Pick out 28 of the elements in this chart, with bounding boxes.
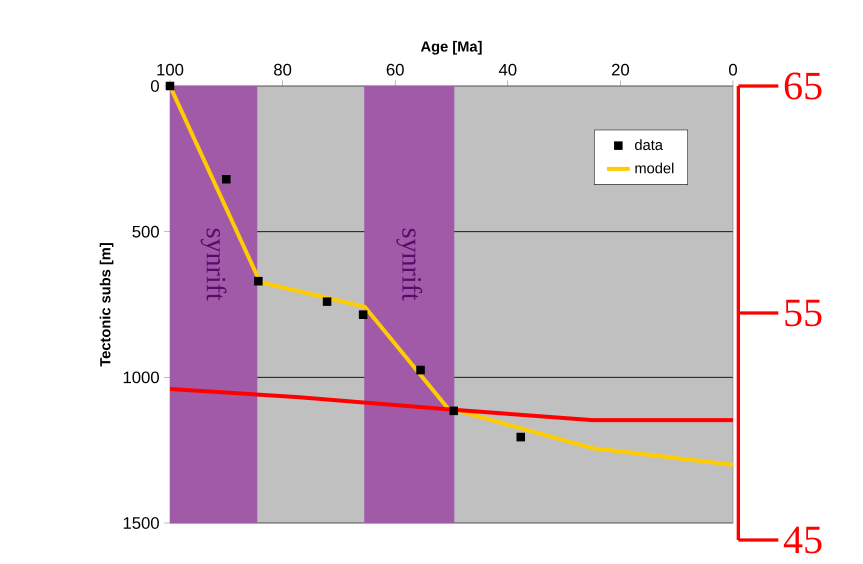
x-axis-title: Age [Ma] — [420, 40, 482, 55]
point — [166, 82, 174, 90]
legend-label: data — [635, 139, 663, 150]
y-tick-label: 0 — [150, 80, 159, 92]
x-tick-label: 40 — [498, 64, 516, 76]
point — [516, 432, 526, 442]
x-tick-label: 0 — [729, 64, 737, 76]
x-tick-label: 80 — [274, 64, 292, 76]
y-tick-label: 1000 — [124, 371, 159, 384]
point — [358, 310, 368, 319]
point — [322, 297, 332, 306]
x-tick-label: 20 — [612, 64, 630, 76]
legend-label: model — [635, 162, 674, 174]
point — [254, 276, 263, 286]
y-tick-label: 500 — [132, 226, 159, 238]
y-tick-label: 1500 — [124, 517, 159, 529]
line-series — [170, 386, 733, 422]
x-tick-label: 100 — [157, 64, 184, 76]
y2-tick-label: 55 — [785, 300, 822, 326]
point — [416, 366, 425, 374]
point — [449, 406, 458, 416]
y2-tick-label: 65 — [784, 72, 822, 100]
band-label: synrift — [396, 228, 422, 301]
band-label: synrift — [200, 228, 227, 301]
point — [222, 174, 231, 184]
x-tick-label: 60 — [386, 64, 404, 76]
y2-tick-label: 45 — [784, 526, 822, 554]
y-axis-title: Tectonic subs [m] — [100, 243, 114, 367]
